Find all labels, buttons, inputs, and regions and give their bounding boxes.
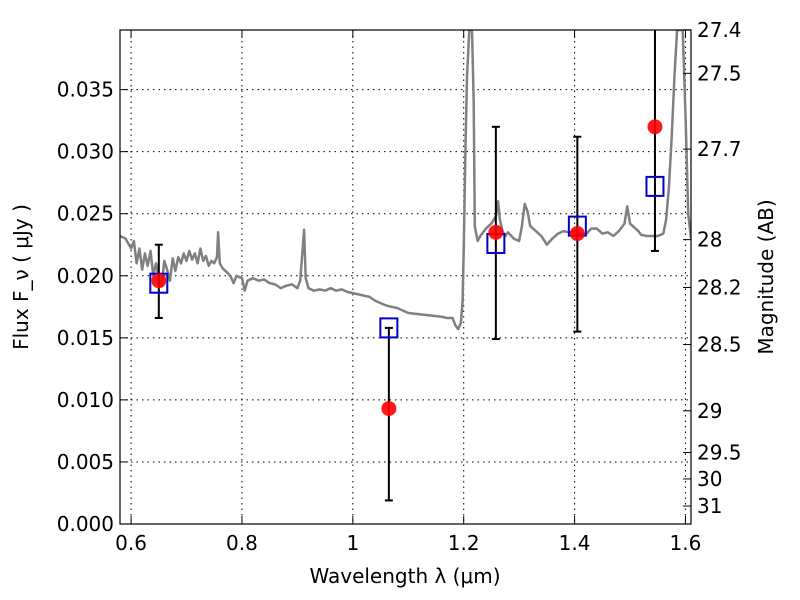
observed-flux-point — [151, 273, 167, 289]
y-tick-label: 0.020 — [57, 264, 114, 288]
model-photometry-square — [645, 175, 665, 197]
plot-area — [120, 30, 691, 331]
observed-flux-point — [647, 119, 663, 135]
y2-tick-label: 28 — [697, 228, 722, 252]
x-tick-label: 1.2 — [448, 531, 480, 555]
observed-flux-point — [569, 226, 585, 242]
x-tick-label: 1 — [346, 531, 359, 555]
x-tick-label: 0.6 — [115, 531, 147, 555]
y2-tick-label: 28.5 — [697, 333, 742, 357]
y2-tick-label: 27.7 — [697, 137, 742, 161]
y2-tick-label: 28.2 — [697, 275, 742, 299]
y-tick-label: 0.025 — [57, 202, 114, 226]
y-tick-label: 0.030 — [57, 140, 114, 164]
model-photometry-square — [379, 317, 399, 339]
y2-axis-title: Magnitude (AB) — [754, 199, 778, 354]
ticks: 0.6 0.8 1 1.2 1.4 1.6 0.000 0.005 0.010 0.015 0.02… — [57, 18, 742, 555]
y-axis-title: Flux F_ν ( μJy ) — [9, 204, 33, 350]
y-tick-label: 0.005 — [57, 450, 114, 474]
data-markers — [149, 30, 665, 502]
y2-tick-label: 29 — [697, 399, 722, 423]
y-tick-label: 0.035 — [57, 78, 114, 102]
plot-frame — [119, 29, 692, 525]
model-spectrum-line — [120, 30, 691, 331]
y-tick-label: 0.015 — [57, 326, 114, 350]
x-tick-label: 1.6 — [670, 531, 702, 555]
y2-tick-label: 30 — [697, 467, 722, 491]
observed-flux-point — [488, 224, 504, 240]
y-tick-label: 0.000 — [57, 512, 114, 536]
y-tick-label: 0.010 — [57, 388, 114, 412]
x-tick-label: 0.8 — [226, 531, 258, 555]
y2-tick-label: 27.4 — [697, 18, 742, 42]
observed-flux-point — [381, 401, 397, 417]
y2-tick-label: 29.5 — [697, 441, 742, 465]
x-tick-label: 1.4 — [559, 531, 591, 555]
y2-tick-label: 31 — [697, 494, 722, 518]
x-axis-title: Wavelength λ (μm) — [309, 564, 500, 588]
y2-tick-label: 27.5 — [697, 61, 742, 85]
